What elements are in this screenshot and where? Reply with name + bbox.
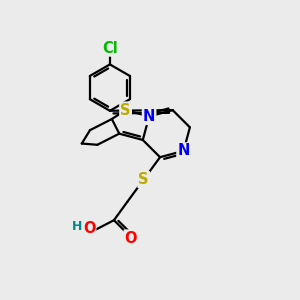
Text: Cl: Cl xyxy=(102,40,118,56)
Text: O: O xyxy=(125,230,137,245)
Text: O: O xyxy=(83,221,95,236)
Text: S: S xyxy=(138,172,149,187)
Text: N: N xyxy=(177,143,190,158)
Text: N: N xyxy=(143,109,155,124)
Text: H: H xyxy=(72,220,82,233)
Text: S: S xyxy=(120,103,131,118)
